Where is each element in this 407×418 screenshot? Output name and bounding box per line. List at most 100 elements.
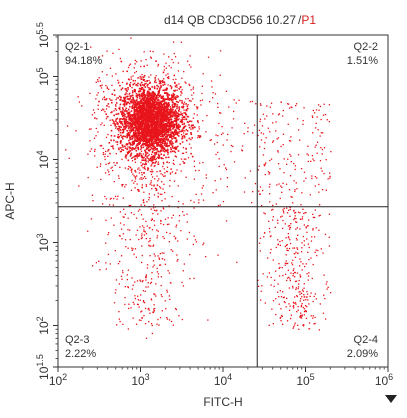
event-point <box>159 140 161 142</box>
event-point <box>303 308 306 310</box>
event-point <box>148 92 151 94</box>
event-point <box>107 169 109 171</box>
event-point <box>156 124 158 127</box>
event-point <box>117 79 119 81</box>
event-point <box>153 101 156 104</box>
event-point <box>185 133 187 135</box>
event-point <box>160 187 162 189</box>
event-point <box>201 85 203 87</box>
event-point <box>154 126 157 129</box>
event-point <box>168 319 171 321</box>
event-point <box>112 169 114 172</box>
event-point <box>303 287 305 289</box>
event-point <box>312 229 314 231</box>
event-point <box>119 166 121 168</box>
event-point <box>132 118 134 120</box>
event-point <box>180 119 183 121</box>
event-point <box>190 66 192 68</box>
event-point <box>177 112 179 114</box>
event-point <box>155 132 157 135</box>
event-point <box>163 100 166 102</box>
event-point <box>134 125 137 128</box>
event-point <box>144 176 146 178</box>
event-point <box>157 153 160 156</box>
event-point <box>156 117 158 120</box>
event-point <box>94 150 96 152</box>
event-point <box>131 157 133 159</box>
event-point <box>282 227 284 230</box>
event-point <box>152 129 154 132</box>
event-point <box>300 261 302 263</box>
event-point <box>163 78 165 80</box>
event-point <box>146 127 148 129</box>
event-point <box>131 249 133 251</box>
event-point <box>122 115 124 118</box>
event-point <box>152 141 155 143</box>
event-point <box>160 102 163 105</box>
event-point <box>152 212 154 215</box>
event-point <box>174 238 177 240</box>
event-point <box>165 120 167 122</box>
event-point <box>226 177 229 179</box>
event-point <box>153 95 156 98</box>
event-point <box>154 108 157 110</box>
event-point <box>145 233 148 235</box>
event-point <box>129 95 132 97</box>
event-point <box>154 165 156 167</box>
event-point <box>122 108 124 111</box>
event-point <box>134 118 137 120</box>
event-point <box>135 136 137 138</box>
event-point <box>175 139 177 141</box>
event-point <box>312 158 314 160</box>
event-point <box>217 254 219 256</box>
event-point <box>126 136 128 139</box>
event-point <box>138 125 141 127</box>
event-point <box>156 148 158 150</box>
event-point <box>152 96 155 98</box>
event-point <box>124 135 127 138</box>
event-point <box>116 198 118 200</box>
event-point <box>163 148 165 150</box>
event-point <box>197 135 199 137</box>
event-point <box>151 97 153 99</box>
event-point <box>301 303 303 305</box>
event-point <box>159 264 162 266</box>
quadrant-labels: Q2-1 94.18% Q2-2 1.51% Q2-3 2.22% Q2-4 2… <box>65 41 378 360</box>
event-point <box>174 130 176 132</box>
event-point <box>154 124 156 126</box>
event-point <box>297 288 299 290</box>
event-point <box>171 146 174 149</box>
triangle-down-icon[interactable] <box>385 395 397 403</box>
event-point <box>172 128 174 130</box>
event-point <box>173 133 175 136</box>
event-point <box>119 235 121 237</box>
event-point <box>118 95 121 98</box>
event-point <box>144 80 146 83</box>
event-point <box>137 210 140 212</box>
event-point <box>243 133 245 135</box>
event-point <box>156 131 159 134</box>
event-point <box>296 295 298 297</box>
event-point <box>163 237 165 240</box>
event-point <box>149 136 151 138</box>
event-point <box>122 103 124 106</box>
event-point <box>134 155 137 158</box>
event-point <box>170 108 172 111</box>
event-point <box>175 226 177 228</box>
event-point <box>171 196 173 198</box>
event-point <box>164 300 166 302</box>
event-point <box>145 123 147 125</box>
event-point <box>305 299 307 301</box>
event-point <box>135 127 137 129</box>
event-point <box>135 171 137 173</box>
event-point <box>102 98 104 100</box>
event-point <box>173 103 175 105</box>
event-point <box>134 91 137 93</box>
event-point <box>146 104 149 106</box>
event-point <box>124 125 126 128</box>
event-point <box>100 144 103 147</box>
event-point <box>270 235 272 237</box>
chart-title-gate[interactable]: P1 <box>301 13 316 27</box>
event-point <box>134 138 136 140</box>
event-point <box>167 112 170 114</box>
